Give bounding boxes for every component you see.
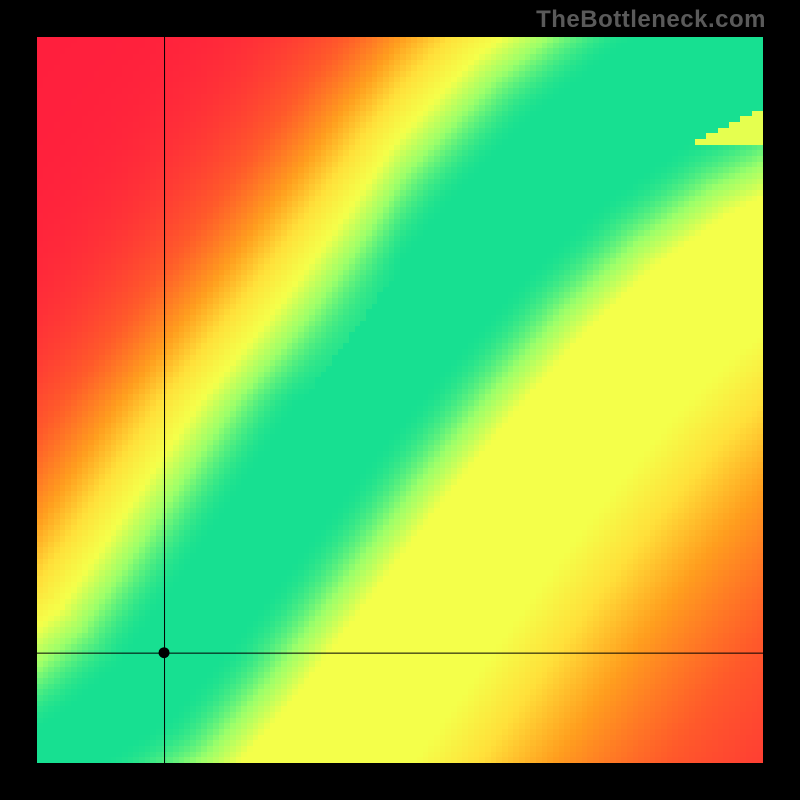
watermark-text: TheBottleneck.com xyxy=(536,6,766,34)
bottleneck-heatmap xyxy=(0,0,800,800)
